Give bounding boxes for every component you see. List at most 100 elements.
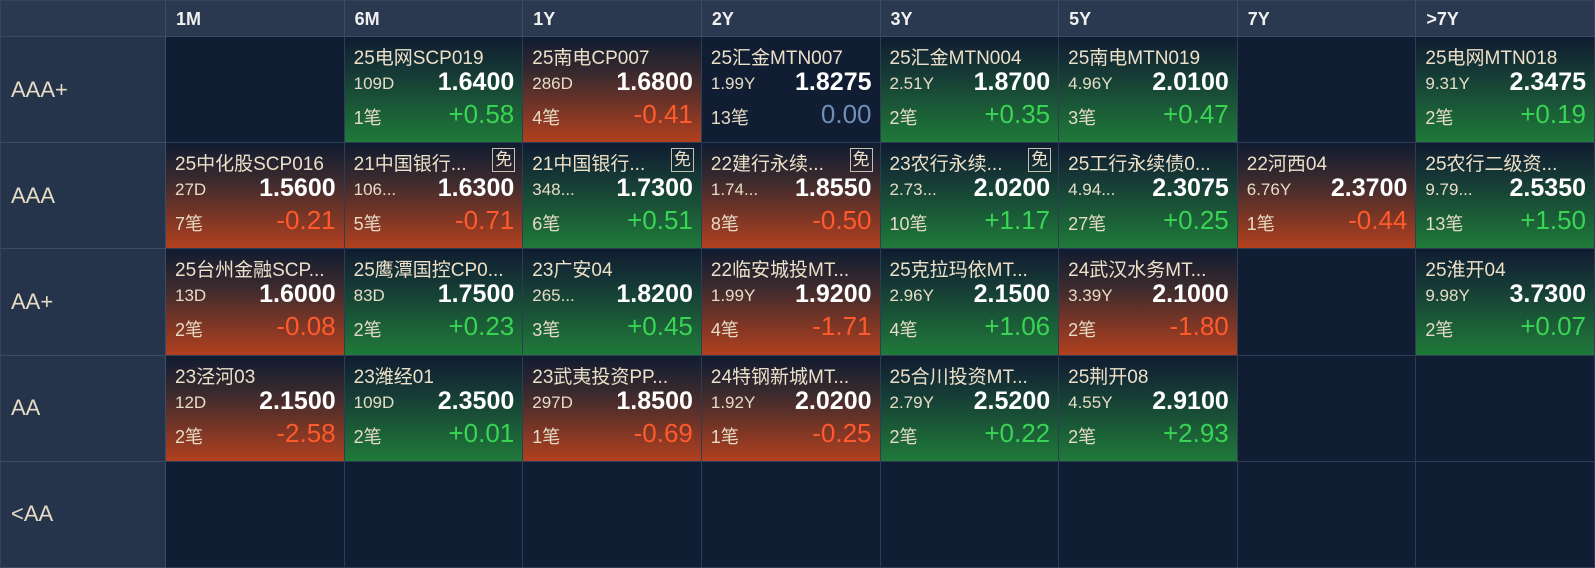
empty-cell — [1237, 37, 1417, 144]
bond-name: 23潍经01 — [353, 366, 434, 388]
yield-change: -0.69 — [633, 417, 693, 448]
rating-label: AA — [1, 355, 166, 462]
bond-cell[interactable]: 23武夷投资PP... 297D 1.8500 1笔 -0.69 — [523, 355, 702, 462]
yield: 1.6000 — [259, 280, 336, 309]
bond-name: 23武夷投资PP... — [532, 366, 669, 388]
yield: 1.5600 — [259, 174, 336, 203]
yield: 1.7500 — [437, 280, 515, 309]
bond-cell[interactable]: 23泾河03 12D 2.1500 2笔 -2.58 — [166, 355, 345, 462]
bond-name: 22建行永续... — [710, 154, 824, 176]
yield: 1.8275 — [795, 68, 872, 96]
bond-cell[interactable]: 21中国银行... 免 348... 1.7300 6笔 +0.51 — [523, 143, 702, 250]
bond-cell[interactable]: 25电网MTN018 9.31Y 2.3475 2笔 +0.19 — [1416, 37, 1595, 144]
column-header[interactable]: >7Y — [1416, 1, 1595, 37]
remaining-term: 6.76Y — [1246, 180, 1292, 200]
trade-count: 2笔 — [1425, 108, 1454, 128]
remaining-term: 1.99Y — [710, 74, 756, 93]
bond-cell[interactable]: 25台州金融SCP... 13D 1.6000 2笔 -0.08 — [166, 249, 345, 356]
yield-change: -2.58 — [276, 417, 336, 448]
empty-cell — [1059, 461, 1238, 568]
bond-cell[interactable]: 25克拉玛依MT... 2.96Y 2.1500 4笔 +1.06 — [880, 249, 1060, 356]
yield-change: +0.07 — [1520, 311, 1586, 342]
bond-cell[interactable]: 25汇金MTN007 1.99Y 1.8275 13笔 0.00 — [701, 37, 881, 144]
bond-cell[interactable]: 25南电CP007 286D 1.6800 4笔 -0.41 — [523, 37, 702, 144]
bond-name: 25合川投资MT... — [889, 366, 1028, 388]
rating-label: AAA+ — [1, 37, 166, 144]
column-header[interactable]: 2Y — [701, 1, 881, 37]
yield-change: -0.71 — [454, 205, 515, 236]
bond-cell[interactable]: 21中国银行... 免 106... 1.6300 5笔 -0.71 — [344, 143, 524, 250]
rating-label: AA+ — [1, 249, 166, 356]
remaining-term: 2.96Y — [889, 286, 934, 306]
bond-cell[interactable]: 22临安城投MT... 1.99Y 1.9200 4笔 -1.71 — [701, 249, 881, 356]
trade-count: 10笔 — [889, 214, 928, 235]
trade-count: 4笔 — [532, 108, 561, 128]
bond-cell[interactable]: 25农行二级资... 9.79... 2.5350 13笔 +1.50 — [1416, 143, 1595, 250]
trade-count: 2笔 — [1068, 426, 1097, 447]
trade-count: 8笔 — [710, 214, 739, 235]
bond-cell[interactable]: 25合川投资MT... 2.79Y 2.5200 2笔 +0.22 — [880, 355, 1060, 462]
column-header[interactable]: 3Y — [880, 1, 1060, 37]
yield-change: -0.44 — [1348, 205, 1408, 236]
remaining-term: 1.99Y — [710, 286, 756, 306]
tax-exempt-tag: 免 — [492, 148, 516, 173]
bond-name: 25汇金MTN007 — [710, 48, 843, 69]
yield-change: +2.93 — [1162, 417, 1229, 448]
yield: 1.9200 — [795, 280, 872, 309]
yield: 1.8550 — [795, 174, 872, 203]
bond-cell[interactable]: 25淮开04 9.98Y 3.7300 2笔 +0.07 — [1416, 249, 1595, 356]
bond-cell[interactable]: 25工行永续债0... 4.94... 2.3075 27笔 +0.25 — [1059, 143, 1238, 250]
yield: 1.8500 — [616, 386, 693, 415]
bond-cell[interactable]: 25荆开08 4.55Y 2.9100 2笔 +2.93 — [1059, 355, 1238, 462]
yield-change: +0.35 — [984, 99, 1051, 129]
trade-count: 1笔 — [1246, 214, 1275, 235]
yield-change: +1.17 — [984, 205, 1051, 236]
bond-cell[interactable]: 25南电MTN019 4.96Y 2.0100 3笔 +0.47 — [1059, 37, 1238, 144]
bond-cell[interactable]: 25汇金MTN004 2.51Y 1.8700 2笔 +0.35 — [880, 37, 1060, 144]
trade-count: 2笔 — [1068, 320, 1097, 341]
bond-cell[interactable]: 25鹰潭国控CP0... 83D 1.7500 2笔 +0.23 — [344, 249, 524, 356]
bond-name: 25台州金融SCP... — [175, 260, 325, 282]
bond-name: 25农行二级资... — [1425, 154, 1558, 176]
trade-count: 3笔 — [532, 320, 561, 341]
bond-cell[interactable]: 24特钢新城MT... 1.92Y 2.0200 1笔 -0.25 — [701, 355, 881, 462]
remaining-term: 4.55Y — [1068, 392, 1113, 412]
yield: 2.1500 — [259, 386, 336, 415]
remaining-term: 265... — [532, 286, 575, 306]
yield: 2.3075 — [1152, 174, 1229, 203]
bond-cell[interactable]: 23广安04 265... 1.8200 3笔 +0.45 — [523, 249, 702, 356]
bond-cell[interactable]: 23农行永续... 免 2.73... 2.0200 10笔 +1.17 — [880, 143, 1060, 250]
empty-cell — [1237, 355, 1417, 462]
corner-header — [1, 1, 166, 37]
remaining-term: 1.74... — [710, 180, 759, 200]
bond-cell[interactable]: 25电网SCP019 109D 1.6400 1笔 +0.58 — [344, 37, 524, 144]
bond-cell[interactable]: 22建行永续... 免 1.74... 1.8550 8笔 -0.50 — [701, 143, 881, 250]
yield-change: +0.51 — [627, 205, 693, 236]
remaining-term: 297D — [532, 392, 573, 412]
column-header[interactable]: 6M — [344, 1, 524, 37]
empty-cell — [166, 461, 345, 568]
trade-count: 4笔 — [889, 320, 918, 341]
remaining-term: 9.31Y — [1425, 74, 1470, 93]
remaining-term: 3.39Y — [1068, 286, 1113, 306]
bond-cell[interactable]: 23潍经01 109D 2.3500 2笔 +0.01 — [344, 355, 524, 462]
bond-name: 25汇金MTN004 — [889, 48, 1022, 69]
yield-change: +0.47 — [1162, 99, 1229, 129]
column-header[interactable]: 5Y — [1059, 1, 1238, 37]
trade-count: 2笔 — [1425, 320, 1454, 341]
tax-exempt-tag: 免 — [1028, 148, 1052, 173]
bond-name: 24武汉水务MT... — [1068, 260, 1207, 282]
yield-change: -1.71 — [812, 311, 872, 342]
bond-cell[interactable]: 25中化股SCP016 27D 1.5600 7笔 -0.21 — [166, 143, 345, 250]
column-header[interactable]: 7Y — [1237, 1, 1417, 37]
column-header[interactable]: 1Y — [523, 1, 702, 37]
bond-cell[interactable]: 22河西04 6.76Y 2.3700 1笔 -0.44 — [1237, 143, 1417, 250]
tax-exempt-tag: 免 — [670, 148, 694, 173]
trade-count: 5笔 — [353, 214, 382, 235]
bond-name: 23泾河03 — [175, 366, 256, 388]
column-header[interactable]: 1M — [166, 1, 345, 37]
bond-cell[interactable]: 24武汉水务MT... 3.39Y 2.1000 2笔 -1.80 — [1059, 249, 1238, 356]
remaining-term: 27D — [175, 180, 207, 200]
yield-change: +1.50 — [1520, 205, 1586, 236]
